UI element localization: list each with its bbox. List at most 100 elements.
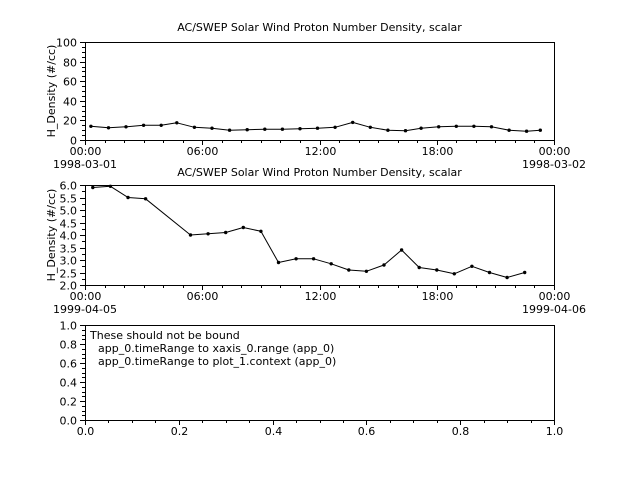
y-tick-label: 6.0 — [60, 180, 78, 193]
data-point — [188, 233, 193, 237]
x-tick-label: 12:00 — [305, 290, 337, 303]
x-tick-label: 00:00 — [70, 290, 102, 303]
x-axis-start-date: 1999-04-05 — [53, 303, 117, 316]
x-tick-label: 0.8 — [452, 425, 470, 438]
x-tick-label: 0.6 — [358, 425, 376, 438]
data-point — [382, 263, 386, 267]
y-tick-label: 0.8 — [60, 339, 78, 352]
data-point — [368, 125, 372, 129]
data-point — [435, 268, 439, 272]
y-tick-label: 0.6 — [60, 358, 78, 371]
data-point — [315, 126, 320, 130]
y-tick-label: 2.0 — [60, 280, 78, 293]
data-point — [523, 270, 527, 275]
data-point — [108, 184, 113, 188]
x-tick-label: 18:00 — [422, 145, 454, 158]
plot-title: AC/SWEP Solar Wind Proton Number Density… — [177, 166, 462, 179]
data-point — [227, 128, 232, 132]
data-point — [294, 257, 298, 261]
y-tick-label: 5.0 — [60, 205, 78, 218]
x-axis-start-date: 1998-03-01 — [53, 158, 117, 171]
x-axis-end-date: 1998-03-02 — [522, 158, 586, 171]
data-point — [364, 269, 369, 273]
y-tick-label: 1.0 — [60, 320, 78, 333]
y-tick-label: 0.4 — [60, 377, 78, 390]
y-tick-label: 60 — [63, 76, 77, 89]
data-point — [210, 126, 214, 130]
data-point — [126, 195, 130, 200]
data-point — [259, 229, 263, 233]
y-tick-label: 2.5 — [60, 268, 78, 281]
data-point — [437, 125, 441, 129]
y-tick-label: 20 — [63, 115, 77, 128]
data-point — [224, 230, 228, 235]
data-point — [333, 125, 337, 129]
y-tick-label: 40 — [63, 96, 77, 109]
y-tick-label: 5.5 — [60, 193, 78, 206]
data-point — [329, 262, 333, 266]
x-tick-label: 00:00 — [539, 145, 571, 158]
x-tick-label: 0.0 — [77, 425, 95, 438]
plot-2: AC/SWEP Solar Wind Proton Number Density… — [45, 166, 586, 316]
y-tick-label: 100 — [56, 37, 77, 50]
data-point — [351, 120, 355, 125]
y-tick-label: 0 — [70, 135, 77, 148]
data-point — [487, 270, 492, 275]
plot-title: AC/SWEP Solar Wind Proton Number Density… — [177, 21, 462, 34]
y-tick-label: 80 — [63, 57, 77, 70]
data-point — [419, 126, 423, 130]
y-tick-label: 4.5 — [60, 218, 78, 231]
data-point — [454, 124, 458, 128]
data-point — [124, 125, 128, 129]
data-point — [91, 185, 95, 190]
plot-3: 0.0 0.2 0.4 0.6 0.8 1.0 0.0 0.2 0.4 0.6 0.8 1.0 Thes… — [60, 320, 564, 439]
y-axis-label: H_Density (#/cc) — [45, 45, 58, 138]
data-point — [347, 268, 351, 272]
x-tick-label: 1.0 — [546, 425, 564, 438]
data-point — [311, 257, 316, 261]
data-point — [399, 248, 404, 252]
y-tick-label: 0.0 — [60, 415, 78, 428]
annotation-line: These should not be bound — [89, 329, 240, 342]
data-point — [470, 264, 474, 268]
data-point — [175, 121, 179, 125]
data-point — [89, 124, 93, 128]
data-point — [489, 125, 494, 129]
y-tick-label: 4.0 — [60, 230, 78, 243]
data-point — [505, 275, 509, 280]
annotation-line: app_0.timeRange to plot_1.context (app_0… — [98, 355, 336, 368]
data-point — [538, 128, 542, 132]
x-tick-label: 06:00 — [187, 290, 219, 303]
x-axis-end-date: 1999-04-06 — [522, 303, 586, 316]
data-point — [141, 123, 146, 128]
data-point — [192, 125, 197, 129]
data-point — [472, 124, 476, 128]
data-point — [417, 265, 421, 270]
data-point — [276, 260, 281, 265]
data-series-line — [92, 185, 525, 278]
data-point — [524, 129, 529, 133]
data-point — [386, 128, 390, 132]
plot-1: AC/SWEP Solar Wind Proton Number Density… — [45, 21, 586, 171]
data-point — [263, 127, 267, 131]
data-point — [241, 225, 245, 230]
x-tick-label: 0.2 — [171, 425, 189, 438]
data-point — [206, 232, 210, 236]
y-tick-label: 3.5 — [60, 243, 78, 256]
x-tick-label: 0.4 — [265, 425, 283, 438]
y-tick-label: 3.0 — [60, 255, 78, 268]
x-tick-label: 00:00 — [539, 290, 571, 303]
x-tick-label: 06:00 — [187, 145, 219, 158]
data-point — [507, 128, 511, 132]
data-point — [280, 127, 285, 131]
y-tick-label: 0.2 — [60, 396, 78, 409]
x-tick-label: 12:00 — [305, 145, 337, 158]
data-point — [403, 129, 408, 133]
data-point — [159, 123, 163, 128]
data-point — [143, 197, 148, 201]
x-tick-label: 00:00 — [70, 145, 102, 158]
x-tick-label: 18:00 — [422, 290, 454, 303]
data-point — [452, 272, 456, 276]
